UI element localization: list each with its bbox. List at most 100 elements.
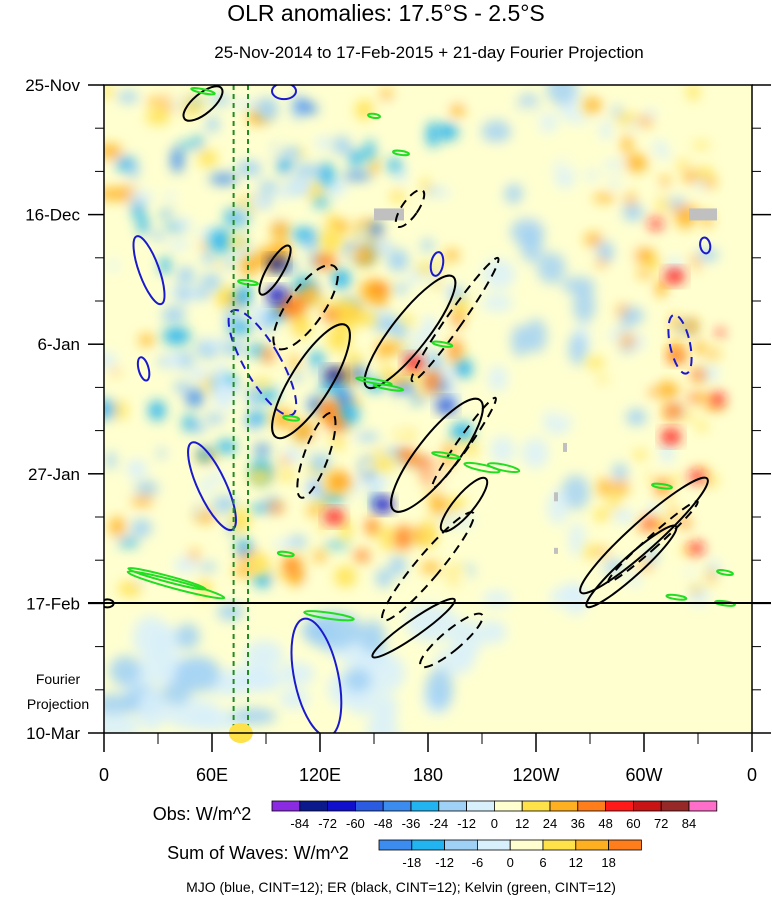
mjo-contour (271, 85, 297, 101)
anomaly-blob (145, 109, 171, 125)
anomaly-blob (490, 436, 515, 464)
colorbar-swatch (633, 800, 662, 812)
colorbar-swatch (542, 839, 577, 851)
anomaly-blob (433, 189, 452, 197)
colorbar-level-label: 0 (507, 855, 514, 870)
anomaly-blob (147, 97, 159, 107)
anomaly-blob (549, 588, 578, 606)
x-tick-label: 120E (299, 765, 341, 785)
anomaly-blob (224, 258, 235, 270)
anomaly-blob (421, 395, 437, 404)
anomaly-blob (538, 113, 558, 133)
anomaly-blob (225, 305, 239, 327)
anomaly-blob (148, 400, 166, 421)
anomaly-blob (306, 215, 325, 229)
anomaly-blob (684, 317, 699, 336)
anomaly-blob (325, 470, 348, 495)
colorbar-swatch (521, 800, 551, 812)
anomaly-blob (426, 121, 439, 148)
anomaly-blob (636, 229, 646, 244)
anomaly-blob (346, 352, 362, 366)
anomaly-blob (193, 502, 204, 519)
anomaly-blob (257, 181, 280, 192)
anomaly-blob (331, 299, 358, 313)
anomaly-blob (217, 603, 244, 621)
mjo-contour (136, 356, 151, 382)
anomaly-blob (600, 250, 615, 261)
anomaly-blob (494, 484, 527, 512)
x-tick-label: 0 (747, 765, 757, 785)
anomaly-blob (104, 352, 117, 368)
anomaly-blob (295, 99, 311, 113)
anomaly-blob (449, 85, 471, 100)
x-tick-label: 60W (625, 765, 662, 785)
anomaly-blob (277, 155, 294, 176)
colorbar-level-label: -24 (429, 816, 448, 831)
kelvin-contour (367, 112, 381, 120)
anomaly-blob (240, 255, 258, 277)
anomaly-blob (320, 228, 343, 253)
anomaly-blob (668, 197, 685, 208)
anomaly-blob (187, 367, 211, 381)
anomaly-blob (202, 251, 215, 265)
anomaly-blobs (481, 85, 602, 616)
kelvin-contour (126, 570, 226, 600)
anomaly-blob (612, 479, 629, 495)
anomaly-blob (375, 568, 392, 588)
anomaly-blob (559, 146, 581, 172)
anomaly-blob (660, 175, 670, 189)
anomaly-blob (117, 537, 140, 547)
kelvin-contour (355, 376, 393, 386)
colorbar-swatch (688, 800, 718, 812)
anomaly-blob (273, 540, 297, 551)
projection-label-line1: Fourier (36, 671, 81, 687)
chart-title: OLR anomalies: 17.5°S - 2.5°S (227, 0, 545, 26)
anomaly-blob (694, 340, 705, 355)
anomaly-blob (358, 456, 373, 478)
anomaly-blob (209, 173, 238, 185)
projection-label-line2: Projection (27, 696, 89, 712)
colorbar-swatch (608, 839, 642, 851)
anomaly-blob (111, 368, 120, 375)
anomaly-blob (213, 261, 224, 268)
anomaly-blob (650, 458, 668, 472)
anomaly-blob (151, 625, 181, 659)
anomaly-blob (126, 459, 148, 479)
anomaly-blob (388, 190, 405, 198)
kelvin-contour (392, 149, 410, 157)
anomaly-blob (306, 506, 322, 516)
er-contour (381, 511, 475, 622)
anomaly-blob (112, 400, 128, 420)
anomaly-blob (259, 388, 277, 403)
anomaly-blob (364, 139, 375, 162)
anomaly-blob (315, 137, 333, 150)
mjo-contour (429, 251, 445, 277)
anomaly-blob (176, 284, 190, 303)
anomaly-blob (655, 278, 668, 297)
obs-colorbar-label: Obs: W/m^2 (153, 804, 251, 824)
anomaly-blob (174, 656, 221, 693)
anomaly-blob (138, 334, 155, 346)
anomaly-blob (624, 276, 645, 293)
anomaly-blob (244, 196, 269, 208)
anomaly-blob (228, 236, 247, 248)
anomaly-blob (276, 294, 307, 319)
anomaly-blob (687, 85, 699, 101)
anomaly-blob (274, 566, 284, 580)
anomaly-blob (369, 158, 379, 176)
anomaly-blob (420, 506, 432, 516)
missing-data-patch (554, 492, 558, 502)
x-tick-label: 0 (99, 765, 109, 785)
anomaly-blob (201, 273, 222, 291)
anomaly-blob (282, 147, 301, 160)
anomaly-blob (573, 288, 596, 324)
anomaly-blob (354, 549, 370, 562)
anomaly-blob (200, 562, 217, 572)
colorbar-level-label: 72 (654, 816, 668, 831)
colorbar-swatch (476, 839, 511, 851)
er-contour (271, 323, 351, 440)
anomaly-blob (645, 108, 656, 119)
anomaly-blob (303, 611, 364, 650)
mjo-contour (132, 235, 166, 306)
anomaly-blob (279, 470, 294, 481)
